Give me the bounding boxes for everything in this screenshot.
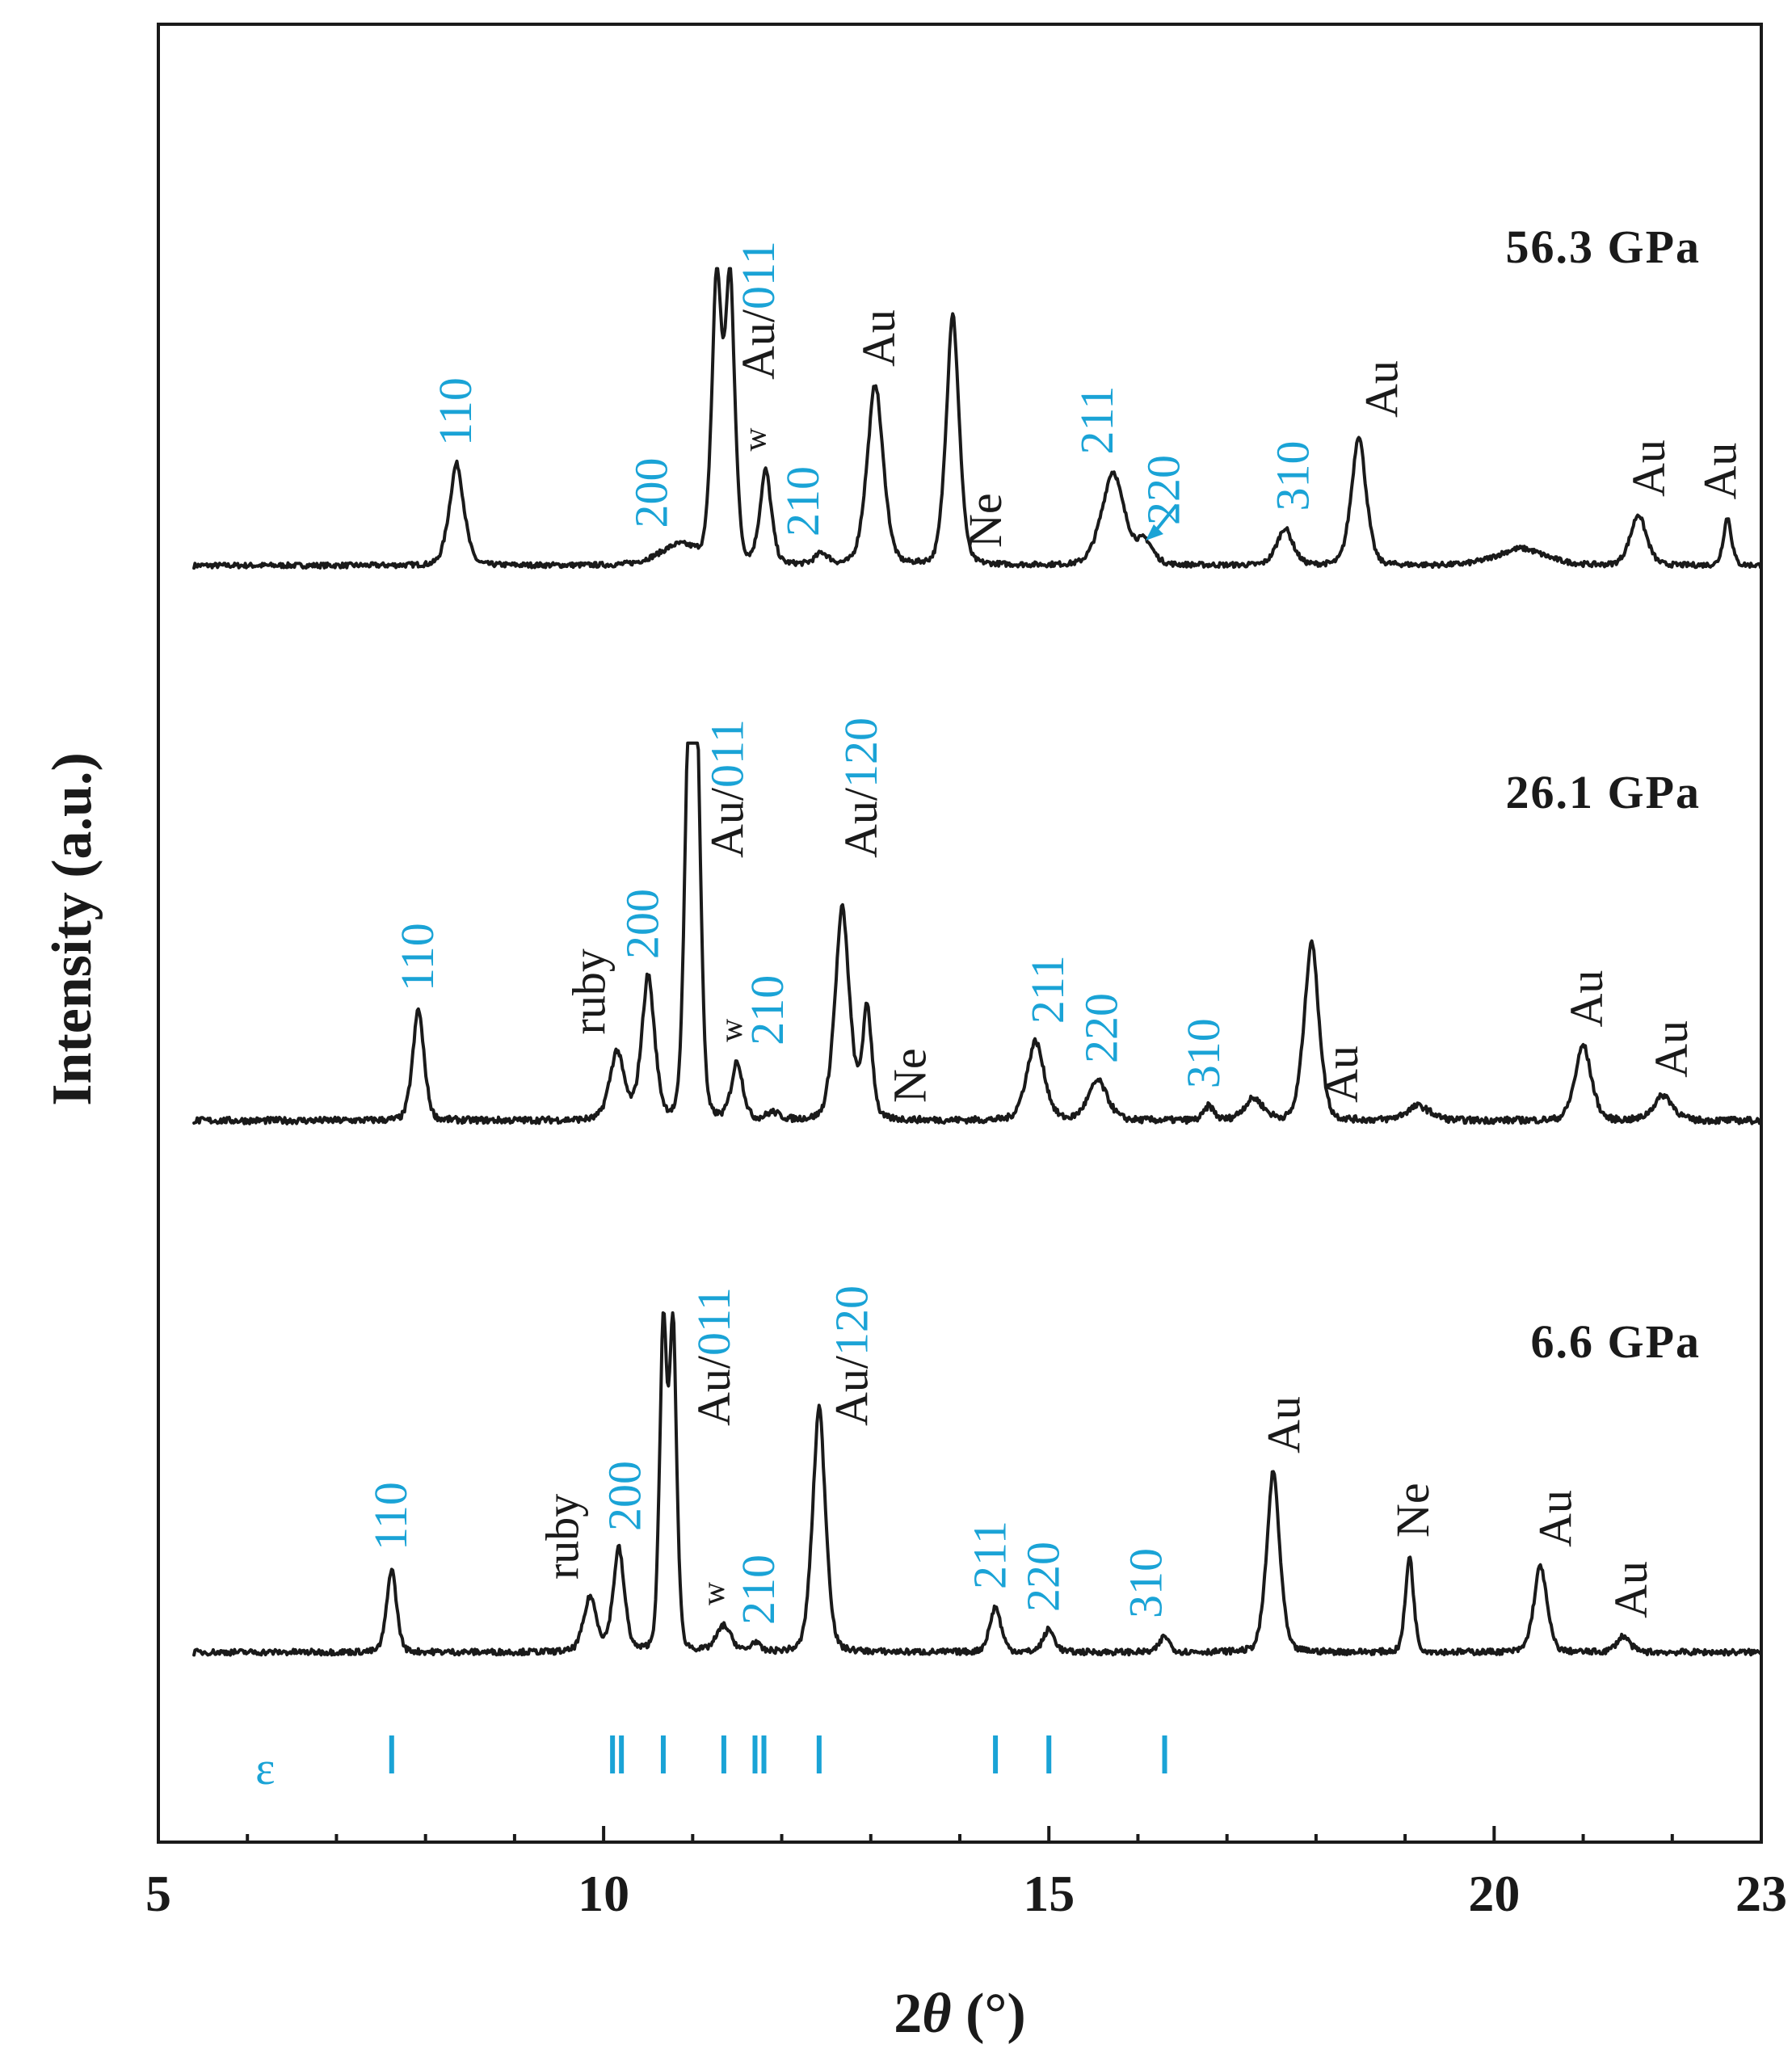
peak-label: 200 (599, 1461, 651, 1531)
peak-label-au: Au/ (700, 787, 753, 858)
peak-label: Au (1645, 1020, 1697, 1078)
peak-label-w: w (737, 428, 773, 452)
pressure-label: 26.1 GPa (1505, 766, 1701, 818)
peak-label: 210 (732, 1554, 785, 1625)
x-axis-label-prefix: 2 (894, 1983, 922, 2045)
peak-label: Au (1560, 970, 1613, 1028)
peak-label-au: Au/ (688, 1355, 740, 1426)
peak-label: 220 (1138, 455, 1190, 525)
trace-56-3-gpa (192, 267, 1763, 570)
trace-6-6-gpa (192, 1311, 1763, 1657)
peak-label-hkl: 011 (732, 241, 785, 309)
peak-label: 310 (1266, 441, 1319, 511)
peak-label: Au (1605, 1561, 1657, 1618)
x-tick-label: 20 (1468, 1865, 1520, 1922)
peak-label: 210 (776, 466, 829, 536)
pressure-labels: 56.3 GPa 26.1 GPa 6.6 GPa (1505, 221, 1701, 1368)
peak-label: Au (1622, 440, 1675, 497)
x-axis-label: 2θ (°) (894, 1983, 1025, 2045)
peak-label: Ne (883, 1048, 936, 1103)
peak-label-hkl: 011 (700, 719, 753, 788)
peak-label: Au (1315, 1045, 1368, 1103)
arrow-head (1145, 524, 1163, 541)
peak-label: Au (1356, 360, 1408, 418)
peak-label: Au/120 (826, 1285, 878, 1426)
peak-label-au: Au/ (826, 1355, 878, 1426)
peak-label-au: Au/ (732, 309, 785, 380)
peak-label: 200 (625, 458, 678, 528)
peak-label: 220 (1017, 1542, 1070, 1612)
peak-label: 200 (616, 889, 669, 959)
peak-label: 110 (429, 377, 482, 446)
x-tick-label: 23 (1735, 1865, 1787, 1922)
peak-label: 110 (391, 923, 444, 991)
xrd-traces (192, 267, 1763, 1657)
y-axis-label: Intensity (a.u.) (41, 752, 103, 1106)
arrow-annotation (1145, 503, 1178, 541)
peak-label: Au/011 (688, 1287, 740, 1426)
peak-label-w: w (695, 1582, 731, 1605)
peak-label-au: Au/ (835, 787, 887, 858)
peak-label: Au/120 (835, 717, 887, 858)
x-tick-label: 5 (145, 1865, 171, 1922)
peak-label: 211 (1071, 386, 1123, 455)
pressure-label: 56.3 GPa (1505, 221, 1701, 273)
peak-label: Ne (1386, 1483, 1439, 1538)
peak-label: 211 (1021, 955, 1074, 1024)
trace-26-1-gpa (192, 741, 1763, 1125)
peak-label-hkl: 011 (688, 1287, 740, 1356)
peak-label: 110 (364, 1482, 417, 1550)
x-axis-label-theta: θ (922, 1983, 951, 2045)
x-axis: 5 10 15 20 23 (145, 1826, 1787, 1922)
peak-label: 211 (964, 1521, 1016, 1589)
peak-label: 310 (1119, 1548, 1172, 1618)
peak-label: 310 (1177, 1018, 1230, 1088)
peak-label-hkl: 120 (835, 717, 887, 788)
peak-label: Au (1257, 1396, 1310, 1454)
peak-label: Au/011 (732, 241, 785, 380)
peak-label-w: w (713, 1019, 749, 1042)
peak-label: Au (1693, 443, 1746, 500)
pressure-label: 6.6 GPa (1530, 1315, 1701, 1368)
epsilon-reference-marks: ε (255, 1735, 1167, 1794)
peak-label: Au/011 (700, 719, 753, 858)
peak-label: 220 (1075, 993, 1127, 1063)
peak-label-hkl: 120 (826, 1285, 878, 1356)
epsilon-label: ε (255, 1742, 275, 1794)
x-axis-label-suffix: (°) (952, 1983, 1026, 2045)
peak-label: ruby (563, 949, 616, 1034)
peak-label: Ne (959, 493, 1012, 548)
x-tick-label: 15 (1023, 1865, 1075, 1922)
x-tick-label: 10 (578, 1865, 629, 1922)
peak-label: 210 (741, 975, 793, 1045)
peak-label: Au (1529, 1490, 1581, 1547)
peak-label: ruby (536, 1494, 589, 1580)
peak-label: Au (852, 309, 905, 367)
